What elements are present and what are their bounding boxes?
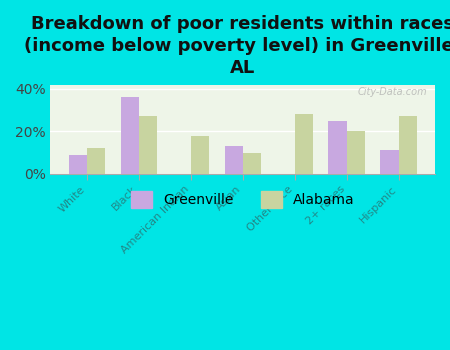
Legend: Greenville, Alabama: Greenville, Alabama <box>126 185 360 213</box>
Bar <box>295 114 313 174</box>
Bar <box>243 153 261 174</box>
Bar <box>139 117 157 174</box>
Bar <box>399 117 417 174</box>
Bar <box>191 135 209 174</box>
Bar <box>346 131 365 174</box>
Bar <box>87 148 105 174</box>
Text: City-Data.com: City-Data.com <box>358 87 427 97</box>
Bar <box>380 150 399 174</box>
Bar <box>69 155 87 174</box>
Bar <box>328 121 346 174</box>
Title: Breakdown of poor residents within races
(income below poverty level) in Greenvi: Breakdown of poor residents within races… <box>24 15 450 77</box>
Bar <box>121 97 139 174</box>
Bar <box>225 146 243 174</box>
